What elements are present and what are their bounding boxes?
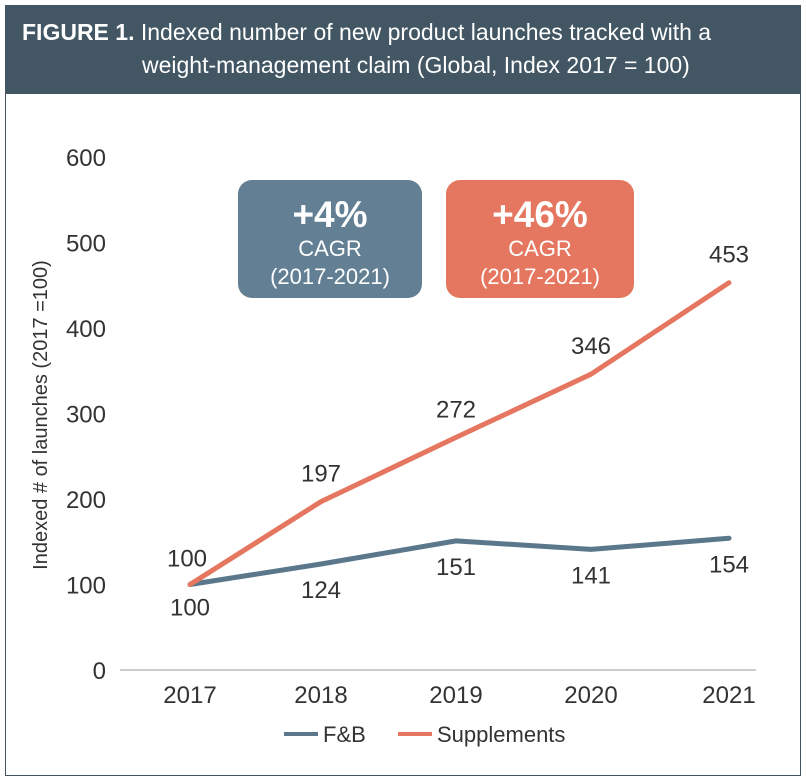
y-tick-label: 200 [66,487,106,514]
data-label: 100 [167,546,207,573]
y-axis-label: Indexed # of launches (2017 =100) [30,260,52,570]
data-label: 272 [436,396,476,423]
figure-title-banner: FIGURE 1. Indexed number of new product … [6,6,800,94]
legend-label: Supplements [437,722,565,747]
data-label: 100 [170,595,210,622]
data-label: 346 [571,333,611,360]
y-tick-label: 300 [66,402,106,429]
x-tick-label: 2019 [429,682,482,709]
x-tick-label: 2017 [163,682,216,709]
x-tick-label: 2021 [702,682,755,709]
cagr-value: +4% [292,194,367,235]
data-label: 141 [571,562,611,589]
cagr-label: CAGR [508,236,572,261]
data-label: 124 [301,577,341,604]
y-tick-label: 100 [66,573,106,600]
cagr-period: (2017-2021) [480,264,600,289]
cagr-value: +46% [492,194,588,235]
data-label: 453 [709,242,749,269]
cagr-badge [446,180,634,298]
figure-title-line1: Indexed number of new product launches t… [140,19,712,45]
cagr-badge [238,180,422,298]
cagr-label: CAGR [298,236,362,261]
figure-title-line2: weight-management claim (Global, Index 2… [142,52,690,78]
data-label: 154 [709,551,749,578]
y-tick-label: 500 [66,231,106,258]
legend-label: F&B [323,722,366,747]
x-tick-label: 2018 [294,682,347,709]
data-label: 151 [436,554,476,581]
y-tick-label: 0 [93,658,106,685]
data-label: 197 [301,461,341,488]
y-tick-label: 600 [66,145,106,172]
figure-frame: FIGURE 1. Indexed number of new product … [5,5,801,776]
series-line-f-b [187,535,732,587]
figure-label: FIGURE 1. [22,19,135,45]
cagr-period: (2017-2021) [270,264,390,289]
x-tick-label: 2020 [564,682,617,709]
series-line-supplements [187,280,732,587]
y-tick-label: 400 [66,316,106,343]
